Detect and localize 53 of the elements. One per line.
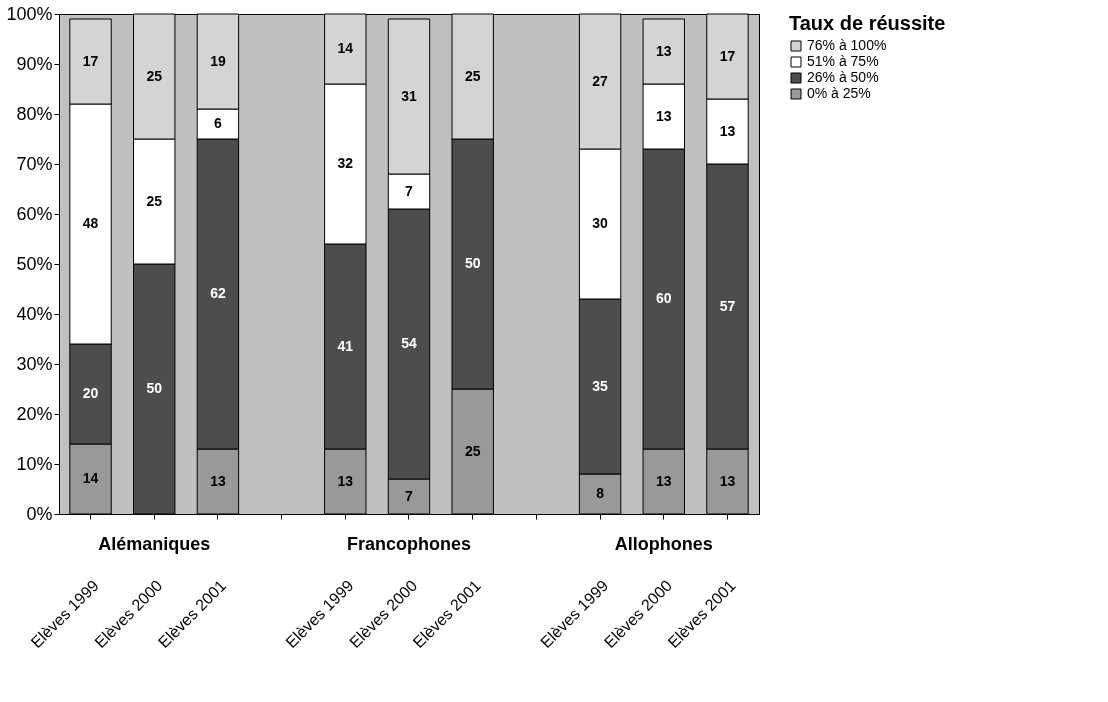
data-label: 20 [82, 385, 99, 401]
data-label: 19 [210, 52, 226, 69]
data-label: 32 [337, 155, 354, 171]
data-label: 13 [719, 472, 736, 489]
data-label: 25 [146, 67, 163, 84]
data-label: 41 [337, 337, 354, 354]
legend-label: 51% à 75% [807, 53, 879, 69]
legend-label: 76% à 100% [807, 37, 887, 53]
data-label: 30 [592, 215, 609, 231]
data-label: 35 [592, 377, 609, 394]
data-label: 31 [401, 87, 417, 104]
data-label: 17 [719, 47, 736, 64]
text: Alémaniques [98, 534, 211, 554]
y-tick-label: 90% [16, 53, 53, 74]
y-tick-label: 70% [16, 153, 53, 174]
data-label: 7 [405, 487, 414, 504]
data-label: 8 [596, 485, 605, 501]
y-tick-label: 0% [26, 503, 53, 524]
y-tick-label: 80% [16, 103, 53, 124]
data-label: 48 [82, 215, 99, 231]
data-label: 7 [405, 182, 414, 199]
data-label: 62 [210, 285, 226, 301]
data-label: 14 [82, 470, 99, 486]
data-label: 25 [464, 67, 481, 84]
legend-label: 26% à 50% [807, 69, 879, 85]
data-label: 25 [464, 442, 481, 459]
data-label: 57 [719, 297, 736, 314]
y-tick-label: 60% [16, 203, 53, 224]
y-tick-label: 40% [16, 303, 53, 324]
legend-label: 0% à 25% [807, 85, 871, 101]
text: Allophones [614, 534, 713, 554]
y-tick-label: 50% [16, 253, 53, 274]
data-label: 50 [464, 255, 481, 271]
data-label: 25 [146, 192, 163, 209]
data-label: 13 [655, 42, 672, 59]
data-label: 13 [337, 472, 354, 489]
data-label: 54 [401, 335, 417, 351]
data-label: 17 [82, 52, 99, 69]
y-tick-label: 100% [6, 3, 53, 24]
data-label: 27 [592, 72, 609, 89]
text: Francophones [346, 534, 472, 554]
y-tick-label: 20% [16, 403, 53, 424]
data-label: 13 [655, 107, 672, 124]
y-tick-label: 30% [16, 353, 53, 374]
legend-title: Taux de réussite [789, 12, 946, 34]
data-label: 13 [210, 472, 226, 489]
data-label: 14 [337, 40, 354, 56]
data-label: 50 [146, 380, 163, 396]
y-tick-label: 10% [16, 453, 53, 474]
data-label: 13 [655, 472, 672, 489]
data-label: 6 [214, 115, 223, 131]
data-label: 13 [719, 122, 736, 139]
data-label: 60 [655, 290, 672, 306]
